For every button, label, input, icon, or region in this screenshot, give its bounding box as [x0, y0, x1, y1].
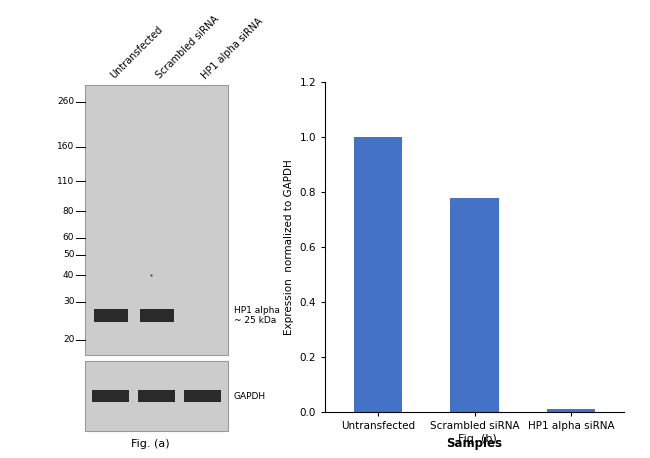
Bar: [84, 361, 228, 431]
Text: 30: 30: [63, 298, 74, 306]
Bar: [140, 309, 174, 322]
Bar: [450, 198, 499, 412]
Bar: [354, 137, 402, 412]
Text: 40: 40: [63, 271, 74, 280]
Bar: [138, 390, 175, 403]
Bar: [184, 390, 221, 403]
Text: Untransfected: Untransfected: [108, 25, 164, 81]
Bar: [547, 409, 595, 412]
Text: GAPDH: GAPDH: [233, 392, 266, 401]
Text: HP1 alpha siRNA: HP1 alpha siRNA: [200, 16, 265, 81]
Text: 50: 50: [63, 250, 74, 259]
Bar: [84, 85, 228, 354]
Text: 60: 60: [63, 233, 74, 242]
Y-axis label: Expression  normalized to GAPDH: Expression normalized to GAPDH: [284, 159, 294, 335]
Text: HP1 alpha
~ 25 kDa: HP1 alpha ~ 25 kDa: [233, 305, 280, 325]
Text: Fig. (b): Fig. (b): [458, 434, 497, 444]
Text: 260: 260: [57, 97, 74, 106]
Text: 80: 80: [63, 207, 74, 216]
Text: 110: 110: [57, 177, 74, 186]
Text: Scrambled siRNA: Scrambled siRNA: [154, 14, 220, 81]
Text: 160: 160: [57, 142, 74, 151]
Text: 20: 20: [63, 335, 74, 344]
Text: Fig. (a): Fig. (a): [131, 439, 170, 449]
Bar: [92, 390, 129, 403]
Bar: [94, 309, 127, 322]
X-axis label: Samples: Samples: [447, 437, 502, 450]
